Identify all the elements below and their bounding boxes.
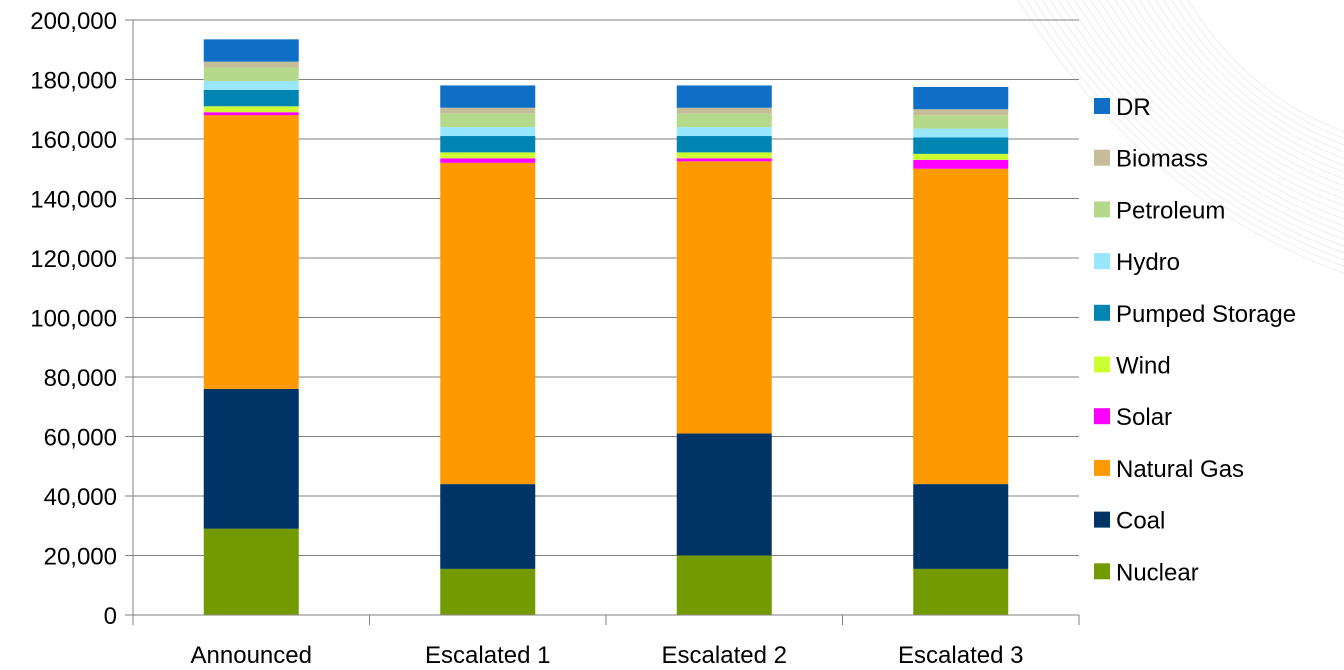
bar-segment-hydro bbox=[440, 127, 536, 137]
x-axis-ticks: Announced Escalated 1 Escalated 2 Escalated… bbox=[132, 615, 1080, 669]
bar-segment-petroleum bbox=[676, 113, 772, 128]
bar-segment-solar bbox=[203, 112, 299, 116]
bar-segment-wind bbox=[913, 153, 1009, 160]
y-tick-label: 160,000 bbox=[30, 127, 117, 154]
y-axis-ticks: 0 20,000 40,000 60,000 80,000 100,000 120,000 1… bbox=[30, 8, 133, 630]
x-tick-label: Escalated 1 bbox=[425, 642, 550, 669]
bar-segment-biomass bbox=[913, 109, 1009, 116]
legend-swatch bbox=[1094, 459, 1110, 476]
legend-item: Biomass bbox=[1094, 146, 1208, 173]
bar-segment-natural-gas bbox=[203, 115, 299, 389]
bar-segment-wind bbox=[676, 152, 772, 159]
legend-item: Wind bbox=[1094, 353, 1171, 380]
bar-segment-wind bbox=[440, 152, 536, 159]
x-tick-label: Escalated 2 bbox=[662, 642, 787, 669]
bar-stack bbox=[676, 85, 772, 615]
legend: DR Biomass Petroleum Hydro Pumped Storage Win… bbox=[1094, 94, 1296, 586]
bar-segment-coal bbox=[913, 484, 1009, 569]
y-tick-label: 40,000 bbox=[44, 484, 117, 511]
y-tick-label: 180,000 bbox=[30, 68, 117, 95]
bar-segment-dr bbox=[676, 85, 772, 108]
legend-label: Biomass bbox=[1116, 146, 1208, 173]
bar-stack bbox=[440, 85, 536, 615]
bar-segment-solar bbox=[913, 159, 1009, 169]
bar-segment-coal bbox=[676, 433, 772, 556]
legend-swatch bbox=[1094, 253, 1110, 270]
legend-item: Natural Gas bbox=[1094, 456, 1244, 483]
bar-segment-petroleum bbox=[203, 67, 299, 81]
bar-segment-nuclear bbox=[440, 568, 536, 615]
legend-item: DR bbox=[1094, 94, 1151, 121]
legend-swatch bbox=[1094, 149, 1110, 166]
bar-segment-nuclear bbox=[676, 555, 772, 615]
legend-swatch bbox=[1094, 304, 1110, 321]
bar-segment-dr bbox=[440, 85, 536, 108]
bar-segment-nuclear bbox=[913, 568, 1009, 615]
legend-swatch bbox=[1094, 511, 1110, 528]
legend-label: Nuclear bbox=[1116, 559, 1199, 586]
legend-label: Coal bbox=[1116, 508, 1165, 535]
bar-segment-pumped-storage bbox=[913, 137, 1009, 154]
legend-item: Solar bbox=[1094, 404, 1172, 431]
bar-stack bbox=[203, 39, 299, 615]
bar-segment-biomass bbox=[440, 107, 536, 114]
bar-segment-pumped-storage bbox=[440, 136, 536, 153]
y-tick-label: 200,000 bbox=[30, 8, 117, 35]
legend-label: Pumped Storage bbox=[1116, 301, 1296, 328]
bar-segment-solar bbox=[676, 158, 772, 162]
bar-segment-coal bbox=[440, 484, 536, 569]
legend-label: Solar bbox=[1116, 404, 1172, 431]
legend-swatch bbox=[1094, 408, 1110, 425]
legend-item: Pumped Storage bbox=[1094, 301, 1296, 328]
bar-segment-biomass bbox=[203, 61, 299, 68]
bar-segment-pumped-storage bbox=[676, 136, 772, 153]
bar-segment-natural-gas bbox=[913, 168, 1009, 485]
legend-swatch bbox=[1094, 201, 1110, 218]
bar-segment-dr bbox=[913, 86, 1009, 110]
legend-item: Coal bbox=[1094, 508, 1165, 535]
x-tick-label: Escalated 3 bbox=[898, 642, 1023, 669]
legend-swatch bbox=[1094, 98, 1110, 114]
bar-segment-nuclear bbox=[203, 528, 299, 615]
y-tick-label: 20,000 bbox=[44, 544, 117, 571]
y-tick-label: 120,000 bbox=[30, 246, 117, 273]
legend-swatch bbox=[1094, 563, 1110, 580]
legend-item: Nuclear bbox=[1094, 559, 1199, 586]
legend-label: Natural Gas bbox=[1116, 456, 1244, 483]
bar-segment-petroleum bbox=[440, 113, 536, 128]
x-tick-label: Announced bbox=[191, 642, 312, 669]
bar-segment-petroleum bbox=[913, 115, 1009, 129]
y-tick-label: 100,000 bbox=[30, 306, 117, 333]
bar-segment-hydro bbox=[203, 80, 299, 90]
y-tick-label: 80,000 bbox=[44, 365, 117, 392]
bar-segment-hydro bbox=[913, 128, 1009, 138]
legend-label: Hydro bbox=[1116, 249, 1180, 276]
legend-item: Petroleum bbox=[1094, 197, 1225, 224]
bar-segment-biomass bbox=[676, 107, 772, 114]
legend-item: Hydro bbox=[1094, 249, 1180, 276]
bar-segment-natural-gas bbox=[440, 162, 536, 485]
legend-swatch bbox=[1094, 356, 1110, 373]
legend-label: Petroleum bbox=[1116, 197, 1225, 224]
bar-segment-hydro bbox=[676, 127, 772, 137]
bar-segment-pumped-storage bbox=[203, 89, 299, 107]
bar-segment-coal bbox=[203, 388, 299, 529]
y-tick-label: 140,000 bbox=[30, 187, 117, 214]
y-tick-label: 60,000 bbox=[44, 425, 117, 452]
bar-stack bbox=[913, 86, 1009, 615]
legend-label: Wind bbox=[1116, 353, 1171, 380]
bar-segment-solar bbox=[440, 158, 536, 163]
y-tick-label: 0 bbox=[104, 603, 117, 630]
bar-segment-wind bbox=[203, 106, 299, 113]
bar-segment-natural-gas bbox=[676, 161, 772, 434]
bar-segment-dr bbox=[203, 39, 299, 62]
bars bbox=[203, 39, 1009, 615]
legend-label: DR bbox=[1116, 94, 1151, 121]
